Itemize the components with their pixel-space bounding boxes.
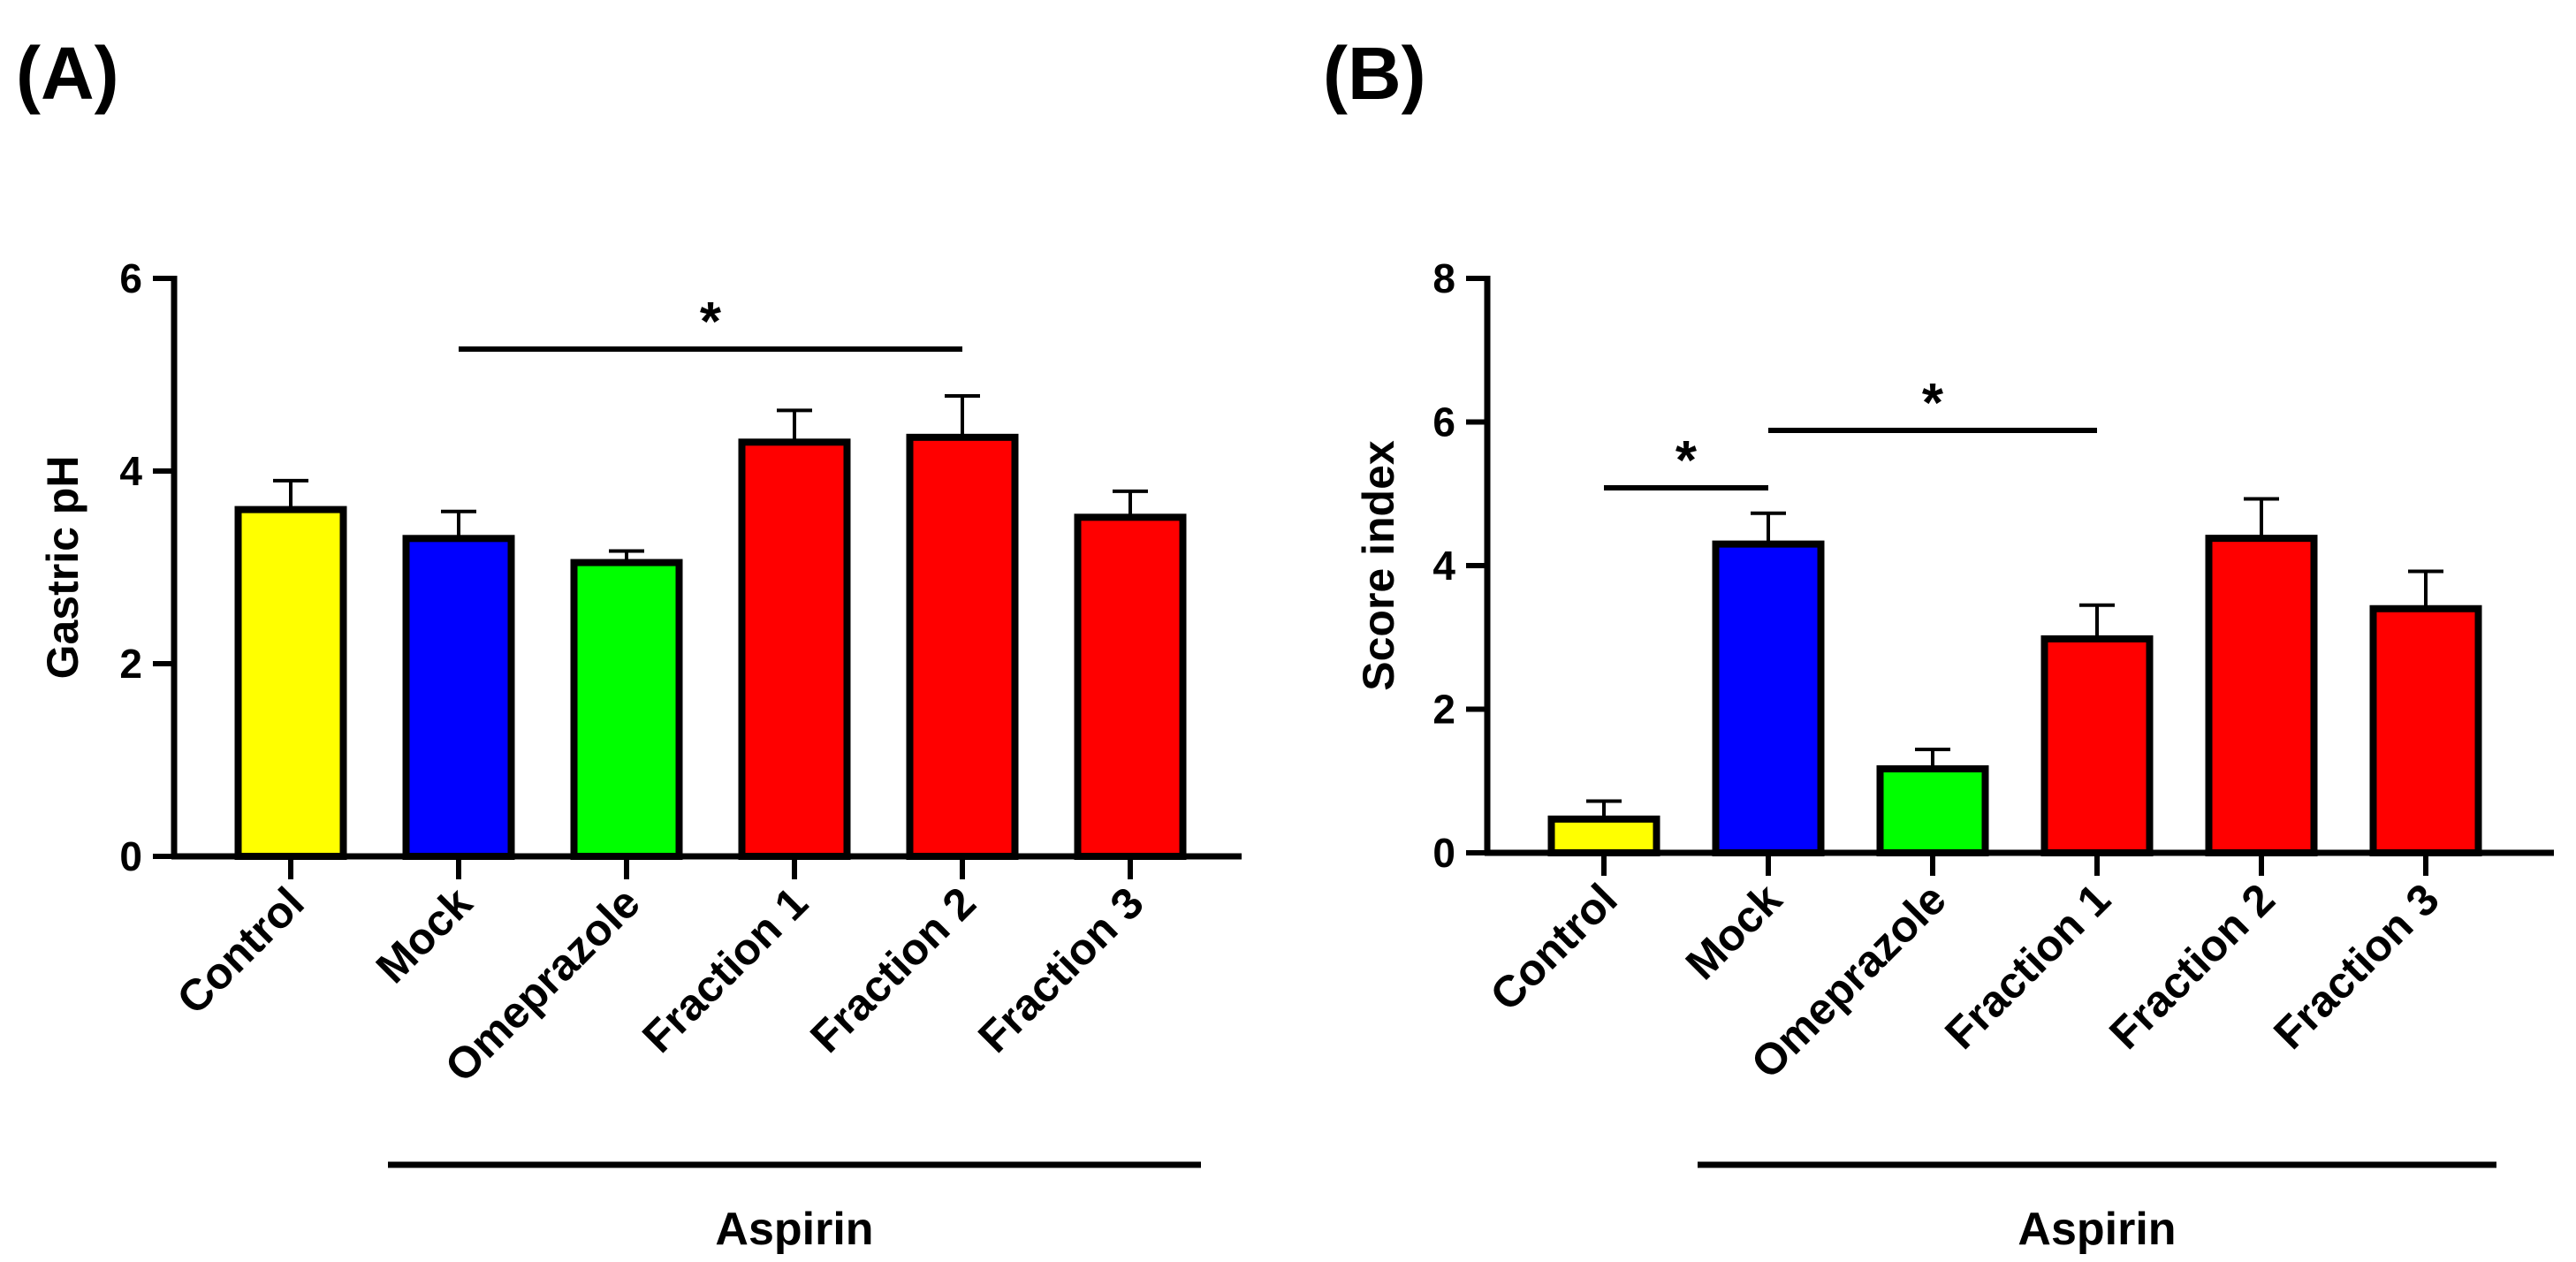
y-tick-label: 4 (119, 448, 142, 494)
group-label: Aspirin (2017, 1204, 2176, 1255)
panel-b-label: (B) (1323, 32, 1426, 115)
y-tick-label: 0 (1432, 830, 1455, 876)
y-tick-label: 0 (119, 833, 142, 879)
significance-marker: * (1676, 430, 1698, 491)
group-label: Aspirin (715, 1204, 873, 1255)
y-axis-title: Gastric pH (38, 456, 87, 680)
x-category-label: Control (168, 878, 314, 1023)
x-category-label: Fraction 3 (2264, 874, 2449, 1059)
bar (570, 559, 683, 860)
y-tick-label: 6 (119, 255, 142, 301)
x-category-label: Control (1481, 874, 1627, 1020)
bar (1712, 540, 1825, 856)
significance-marker: * (700, 292, 722, 353)
x-category-label: Fraction 1 (633, 878, 817, 1062)
bar (1876, 764, 1989, 856)
y-tick-label: 4 (1432, 543, 1455, 589)
bar (1547, 815, 1660, 856)
x-category-label: Mock (1676, 874, 1791, 989)
significance-marker: * (1922, 373, 1944, 434)
x-category-label: Mock (367, 878, 482, 992)
bar (2205, 535, 2318, 856)
bar (2369, 604, 2482, 856)
y-tick-label: 2 (119, 641, 142, 687)
y-axis-title: Score index (1354, 440, 1403, 691)
bar (1074, 513, 1187, 860)
bar (402, 535, 515, 860)
bar (234, 506, 347, 860)
bar (738, 438, 851, 860)
panel-a-label: (A) (16, 32, 119, 115)
x-category-label: Fraction 3 (969, 878, 1153, 1062)
y-tick-label: 8 (1432, 255, 1455, 301)
x-category-label: Fraction 1 (1935, 874, 2120, 1059)
x-category-label: Fraction 2 (2100, 874, 2284, 1059)
y-tick-label: 2 (1432, 687, 1455, 733)
x-category-label: Fraction 2 (801, 878, 985, 1062)
y-tick-label: 6 (1432, 399, 1455, 445)
bar (906, 433, 1019, 860)
bar (2040, 635, 2154, 856)
